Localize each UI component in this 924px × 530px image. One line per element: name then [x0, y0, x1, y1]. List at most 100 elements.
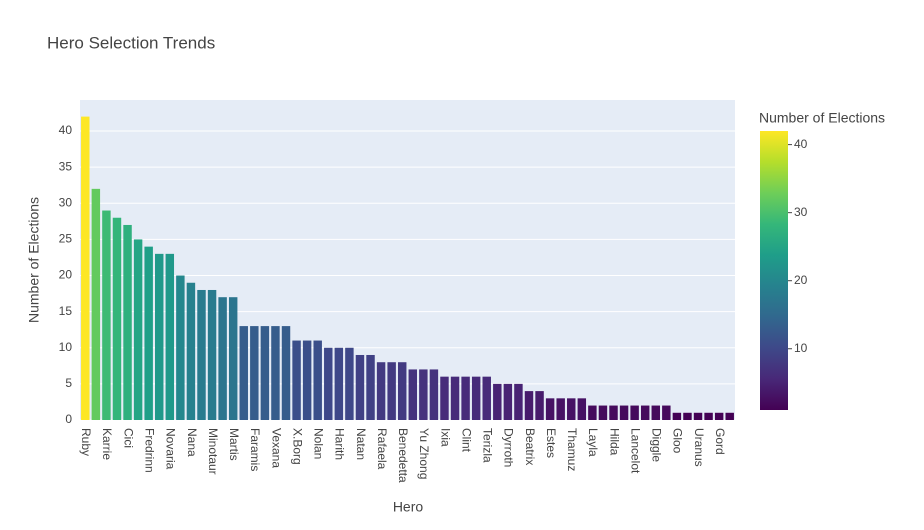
x-tick-label: Natan [354, 428, 368, 460]
bar [545, 398, 555, 420]
bar [514, 383, 523, 420]
bar [345, 347, 354, 420]
x-tick-label: Cici [121, 428, 135, 448]
bar [683, 412, 692, 420]
colorbar-tick-label: 20 [794, 273, 808, 287]
x-tick-label: Karrie [100, 428, 114, 460]
x-tick-label: Ruby [79, 428, 93, 456]
x-tick-label: Nana [185, 428, 199, 457]
x-tick-label: Novaria [164, 428, 178, 470]
bar [461, 376, 470, 420]
bar [197, 289, 206, 420]
y-tick-label: 35 [59, 159, 73, 173]
bar [672, 412, 682, 420]
bar [440, 376, 449, 420]
x-tick-label: Lancelot [628, 428, 642, 474]
y-tick-label: 25 [59, 232, 73, 246]
x-tick-label: Harith [333, 428, 347, 460]
bar [693, 412, 703, 420]
bar [567, 398, 576, 420]
y-tick-label: 40 [59, 123, 73, 137]
x-tick-label: Rafaela [375, 428, 389, 470]
x-tick-label: Yu Zhong [417, 428, 431, 479]
bar [334, 347, 344, 420]
x-tick-label: Nolan [312, 428, 326, 459]
bar [704, 412, 713, 420]
bar [376, 362, 386, 420]
x-tick-label: Minotaur [206, 428, 220, 475]
bar [81, 116, 90, 420]
bar [271, 326, 280, 420]
bar [313, 340, 322, 420]
colorbar-tick-label: 10 [794, 341, 808, 355]
bar [144, 246, 153, 420]
y-tick-label: 20 [59, 268, 73, 282]
x-tick-label: Faramis [248, 428, 262, 471]
bar [493, 383, 502, 420]
x-tick-label: Beatrix [523, 428, 537, 465]
bar [250, 326, 259, 420]
bar [355, 354, 365, 420]
bar [102, 210, 111, 420]
x-tick-label: Thamuz [565, 428, 579, 471]
bar [598, 405, 608, 420]
y-tick-label: 15 [59, 304, 73, 318]
bar [429, 369, 439, 420]
x-tick-label: Ixia [438, 428, 452, 447]
bar [165, 253, 175, 420]
x-tick-label: Benedetta [396, 428, 410, 483]
bar [725, 412, 734, 420]
bar [91, 188, 101, 420]
bar [302, 340, 312, 420]
bar [535, 391, 544, 420]
bar [556, 398, 565, 420]
x-tick-label: Gloo [671, 428, 685, 454]
x-tick-label: Estes [544, 428, 558, 458]
bar [112, 217, 122, 420]
y-tick-label: 10 [59, 340, 73, 354]
bar [630, 405, 639, 420]
bar [324, 347, 333, 420]
bar [155, 253, 164, 420]
bar [714, 412, 724, 420]
bar [482, 376, 491, 420]
x-tick-label: Dyrroth [502, 428, 516, 467]
bar [408, 369, 418, 420]
bar [292, 340, 301, 420]
y-tick-label: 5 [65, 376, 72, 390]
colorbar-title: Number of Elections [759, 110, 885, 126]
bar [281, 326, 291, 420]
bar [366, 354, 375, 420]
x-tick-label: Uranus [692, 428, 706, 467]
bar [387, 362, 396, 420]
x-tick-label: Martis [227, 428, 241, 461]
x-axis-title: Hero [393, 499, 424, 515]
bar [176, 275, 185, 420]
bar [239, 326, 248, 420]
colorbar-tick-label: 30 [794, 205, 808, 219]
x-tick-label: Hilda [607, 428, 621, 456]
bar [207, 289, 217, 420]
bar [524, 391, 534, 420]
bar [123, 224, 132, 420]
bar [260, 326, 270, 420]
x-tick-label: Fredrinn [142, 428, 156, 473]
bar [186, 282, 196, 420]
bar [419, 369, 428, 420]
x-tick-label: Diggle [650, 428, 664, 462]
y-axis-title: Number of Elections [26, 197, 42, 323]
bar [228, 297, 238, 420]
bar [218, 297, 227, 420]
bar [640, 405, 650, 420]
bar [471, 376, 481, 420]
x-tick-label: Gord [713, 428, 727, 455]
colorbar-tick-label: 40 [794, 137, 808, 151]
bar [133, 239, 143, 420]
x-tick-label: X.Borg [290, 428, 304, 465]
x-tick-label: Layla [586, 428, 600, 457]
bar [577, 398, 587, 420]
x-tick-label: Terizla [481, 428, 495, 463]
chart-title: Hero Selection Trends [47, 33, 215, 52]
bar [651, 405, 660, 420]
